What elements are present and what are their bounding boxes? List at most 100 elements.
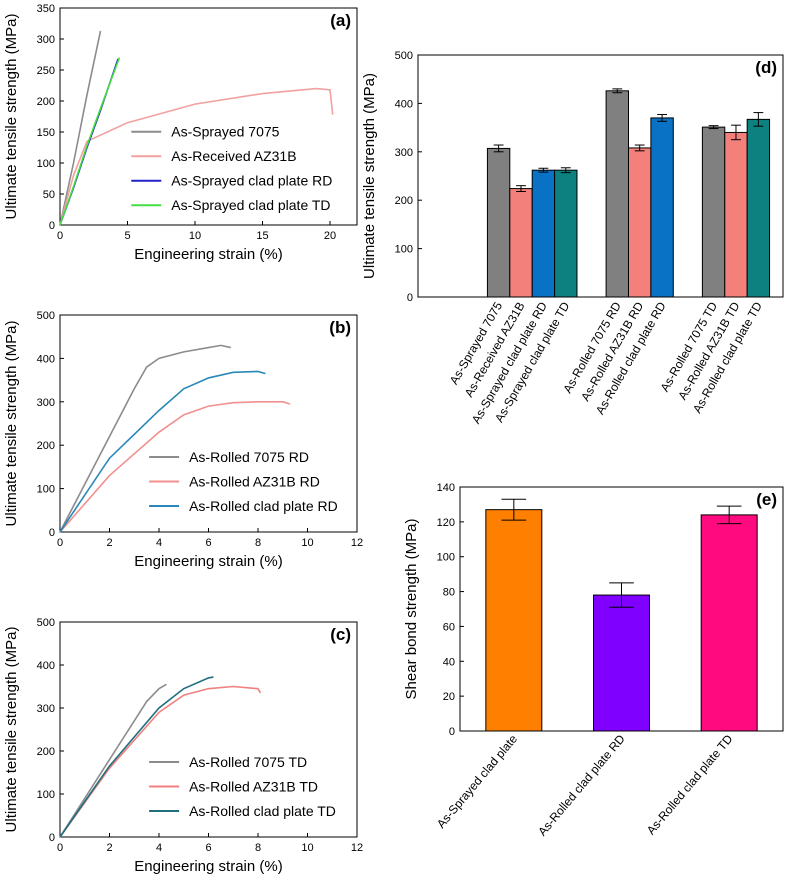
y-tick-label: 250 (37, 65, 55, 77)
legend-label: As-Rolled clad plate RD (189, 498, 338, 514)
y-tick-label: 150 (37, 127, 55, 139)
x-tick-label: As-Rolled clad plate RD (535, 732, 628, 839)
y-tick-label: 300 (37, 34, 55, 46)
legend-label: As-Rolled AZ31B TD (189, 779, 318, 795)
y-tick-label: 0 (407, 292, 413, 304)
x-tick-label: 10 (189, 230, 201, 242)
legend-label: As-Sprayed clad plate TD (171, 197, 330, 213)
y-tick-label: 200 (37, 440, 55, 452)
legend-label: As-Rolled 7075 TD (189, 754, 307, 770)
y-tick-label: 400 (37, 660, 55, 672)
bar (700, 514, 758, 732)
error-bar (516, 185, 526, 192)
x-tick-label: 4 (156, 842, 162, 854)
error-bar (753, 112, 764, 127)
x-tick-label: 6 (205, 842, 211, 854)
y-tick-label: 0 (49, 832, 55, 844)
error-bar (716, 505, 742, 525)
x-tick-label: 5 (124, 230, 130, 242)
x-tick-label: 15 (256, 230, 268, 242)
y-tick-label: 500 (37, 617, 55, 629)
bar (531, 169, 556, 298)
y-tick-label: 120 (437, 517, 455, 529)
error-bar (609, 582, 634, 608)
y-tick-label: 0 (449, 726, 455, 738)
plot-frame (417, 54, 784, 298)
y-tick-label: 200 (37, 96, 55, 108)
y-tick-label: 400 (395, 98, 413, 110)
y-tick-label: 200 (37, 746, 55, 758)
x-tick-label: 20 (324, 230, 336, 242)
x-tick-label: 6 (205, 537, 211, 549)
y-tick-label: 100 (37, 158, 55, 170)
bar (509, 188, 533, 298)
bar (724, 131, 748, 298)
legend-label: As-Received AZ31B (171, 148, 296, 164)
legend-label: As-Rolled 7075 RD (189, 449, 309, 465)
x-tick-label: 2 (106, 842, 112, 854)
bar (650, 117, 674, 298)
y-tick-label: 140 (437, 482, 455, 494)
bar (746, 118, 771, 298)
panel-label: (d) (755, 58, 777, 77)
x-tick-label: 0 (57, 230, 63, 242)
y-tick-label: 400 (37, 353, 55, 365)
data-line (59, 370, 266, 533)
bar (554, 169, 578, 298)
y-axis-label: Ultimate tensile strength (MPa) (3, 321, 20, 527)
y-tick-label: 20 (443, 691, 455, 703)
legend-label: As-Rolled clad plate TD (189, 803, 336, 819)
bar (605, 90, 629, 298)
panel: 0 100 200 300 400 500 Ultimate tensile strengt… (361, 50, 784, 426)
y-tick-label: 50 (43, 189, 55, 201)
x-tick-label: 0 (57, 537, 63, 549)
error-bar (708, 125, 719, 130)
y-tick-label: 100 (437, 552, 455, 564)
panel: 0 50 100 150 200 250 300 350 0 5 10 15 20 Engineering… (3, 3, 358, 263)
y-axis-label: Shear bond strength (MPa) (403, 519, 420, 700)
x-tick-label: 8 (255, 537, 261, 549)
x-tick-label: 12 (351, 842, 363, 854)
x-tick-label: 8 (255, 842, 261, 854)
legend-label: As-Sprayed 7075 (171, 124, 279, 140)
error-bar (634, 144, 645, 152)
error-bar (538, 167, 549, 173)
y-tick-label: 300 (37, 397, 55, 409)
panel-label: (b) (329, 318, 351, 337)
y-axis-label: Ultimate tensile strength (MPa) (3, 14, 20, 220)
bar (485, 509, 543, 732)
plot-frame (59, 7, 358, 226)
x-tick-label: 10 (301, 537, 313, 549)
data-line (59, 676, 214, 838)
x-tick-label: 4 (156, 537, 162, 549)
y-tick-label: 100 (395, 244, 413, 256)
x-axis-label: Engineering strain (%) (134, 553, 282, 570)
error-bar (612, 88, 623, 94)
legend-label: As-Sprayed clad plate RD (171, 173, 332, 189)
y-axis-label: Ultimate tensile strength (MPa) (361, 73, 378, 279)
bar (486, 147, 511, 298)
error-bar (657, 114, 668, 122)
x-axis-label: Engineering strain (%) (134, 246, 282, 263)
panel-label: (e) (756, 490, 777, 509)
bar (701, 126, 726, 298)
data-line (59, 685, 262, 838)
y-axis-label: Ultimate tensile strength (MPa) (3, 627, 20, 833)
x-tick-label: 2 (106, 537, 112, 549)
y-tick-label: 0 (49, 220, 55, 232)
x-tick-label: 0 (57, 842, 63, 854)
y-tick-label: 500 (37, 310, 55, 322)
panel-label: (c) (330, 625, 351, 644)
y-tick-label: 300 (395, 147, 413, 159)
x-tick-label: 12 (351, 537, 363, 549)
y-tick-label: 350 (37, 3, 55, 15)
y-tick-label: 300 (37, 703, 55, 715)
y-tick-label: 60 (443, 621, 455, 633)
x-tick-label: 10 (301, 842, 313, 854)
x-tick-label: As-Sprayed clad plate (434, 732, 520, 831)
x-tick-label: As-Rolled clad plate TD (644, 732, 736, 838)
legend-label: As-Rolled AZ31B RD (189, 474, 320, 490)
error-bar (493, 144, 504, 153)
